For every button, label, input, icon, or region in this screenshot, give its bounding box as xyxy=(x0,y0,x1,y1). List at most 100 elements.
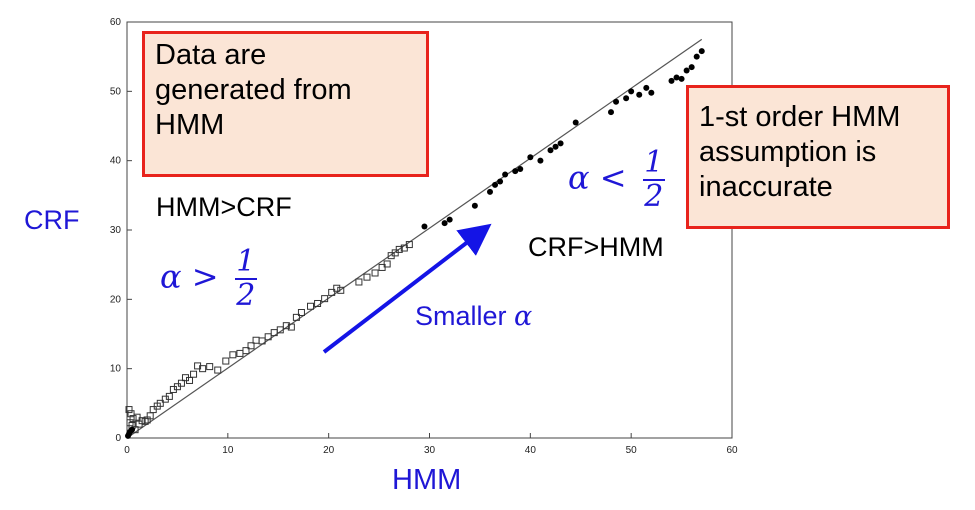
fraction-numerator: 1 xyxy=(644,145,664,180)
y-tick-label: 0 xyxy=(115,433,121,444)
square-data-point xyxy=(125,406,133,414)
square-data-point xyxy=(177,379,185,387)
square-data-point xyxy=(287,323,295,331)
dot-data-point xyxy=(668,77,675,84)
square-data-point xyxy=(141,417,149,425)
x-tick-label: 0 xyxy=(124,445,130,456)
callout-data-generated: Data are generated from HMM xyxy=(142,31,429,177)
square-data-point xyxy=(321,295,329,303)
fraction-numerator: 1 xyxy=(236,244,256,279)
alpha-greater-half: α > 1 2 xyxy=(160,246,257,312)
dot-data-point xyxy=(517,165,524,172)
fraction-one-half: 1 2 xyxy=(234,244,257,313)
dot-data-point xyxy=(512,168,519,175)
square-data-point xyxy=(247,342,255,350)
square-data-point xyxy=(405,241,413,249)
dot-data-point xyxy=(129,426,136,433)
square-data-point xyxy=(165,392,173,400)
y-tick-label: 10 xyxy=(110,364,122,375)
square-data-point xyxy=(236,349,244,357)
square-data-point xyxy=(307,302,315,310)
callout-line: generated from xyxy=(155,74,352,106)
dot-data-point xyxy=(683,67,690,74)
callout-assumption-inaccurate: 1-st order HMM assumption is inaccurate xyxy=(686,85,950,229)
dot-data-point xyxy=(502,171,509,178)
square-data-point xyxy=(156,399,164,407)
dot-data-point xyxy=(497,178,504,185)
smaller-alpha-arrow xyxy=(322,223,492,354)
x-tick-label: 10 xyxy=(222,445,234,456)
square-data-point xyxy=(186,376,194,384)
alpha-symbol: α xyxy=(160,257,182,296)
fraction-one-half: 1 2 xyxy=(642,145,665,214)
dot-data-point xyxy=(636,91,643,98)
dot-data-point xyxy=(537,157,544,164)
dot-data-point xyxy=(552,143,559,150)
square-data-point xyxy=(314,299,322,307)
square-data-point xyxy=(190,370,198,378)
square-data-point xyxy=(292,313,300,321)
square-data-point xyxy=(355,278,363,286)
dot-data-point xyxy=(547,147,554,154)
dot-data-point xyxy=(673,74,680,81)
square-data-point xyxy=(282,322,290,330)
dot-data-point xyxy=(441,220,448,227)
dot-data-point xyxy=(688,64,695,71)
hmm-gt-crf-label: HMM>CRF xyxy=(156,192,292,222)
square-data-point xyxy=(328,288,336,296)
square-data-point xyxy=(297,309,305,317)
dot-data-point xyxy=(698,48,705,55)
dot-data-point xyxy=(678,75,685,82)
dot-data-point xyxy=(572,119,579,126)
dot-data-point xyxy=(487,188,493,195)
crf-gt-hmm-label: CRF>HMM xyxy=(528,232,664,262)
square-data-point xyxy=(214,366,222,374)
dot-data-point xyxy=(693,53,700,60)
dot-data-point xyxy=(623,95,630,102)
y-tick-label: 60 xyxy=(110,17,122,28)
dot-data-point xyxy=(628,88,635,95)
y-axis-label: CRF xyxy=(24,205,80,235)
y-tick-label: 20 xyxy=(110,294,122,305)
x-tick-label: 50 xyxy=(626,445,638,456)
callout-line: HMM xyxy=(155,109,225,141)
x-tick-label: 60 xyxy=(726,445,738,456)
square-data-point xyxy=(276,326,284,334)
fraction-bar xyxy=(234,278,257,280)
dot-data-point xyxy=(421,223,428,230)
callout-line: assumption is xyxy=(699,136,877,168)
fraction-denominator: 2 xyxy=(236,278,256,313)
y-tick-label: 50 xyxy=(110,86,122,97)
dot-data-point xyxy=(643,84,650,91)
x-tick-label: 20 xyxy=(323,445,335,456)
dot-data-point xyxy=(492,181,499,188)
dot-data-point xyxy=(608,109,614,116)
square-data-point xyxy=(371,269,379,277)
callout-line: 1-st order HMM xyxy=(699,101,901,133)
square-data-point xyxy=(258,337,266,345)
reference-line xyxy=(126,38,703,439)
square-data-point xyxy=(395,245,403,253)
dot-data-point xyxy=(557,140,564,147)
fraction-denominator: 2 xyxy=(644,179,664,214)
y-tick-label: 30 xyxy=(110,225,122,236)
square-data-point xyxy=(337,286,345,294)
y-tick-label: 40 xyxy=(110,156,122,167)
x-axis-label: HMM xyxy=(392,464,462,496)
fraction-bar xyxy=(642,179,665,181)
square-data-point xyxy=(333,284,341,292)
less-than-sign: < xyxy=(599,158,627,197)
smaller-text: Smaller xyxy=(415,301,507,331)
alpha-less-half: α < 1 2 xyxy=(568,147,665,213)
alpha-symbol: α xyxy=(568,158,590,197)
square-data-point xyxy=(206,363,214,371)
square-data-point xyxy=(229,351,237,359)
dot-data-point xyxy=(613,98,620,105)
alpha-symbol: α xyxy=(514,301,533,332)
greater-than-sign: > xyxy=(191,257,219,296)
square-data-point xyxy=(199,365,207,373)
dot-data-point xyxy=(527,154,534,161)
x-tick-label: 30 xyxy=(424,445,436,456)
dot-data-point xyxy=(648,89,655,96)
